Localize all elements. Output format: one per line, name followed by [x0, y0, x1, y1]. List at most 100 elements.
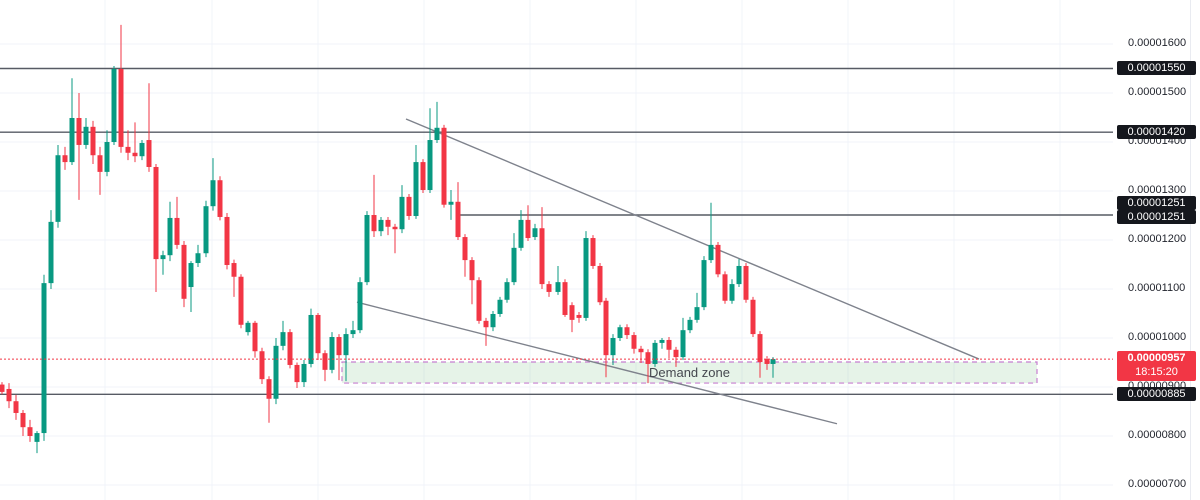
candle-down	[546, 284, 552, 292]
candle-up	[511, 247, 517, 283]
candle-down	[673, 349, 679, 358]
candle-up	[308, 314, 314, 364]
candle-up	[139, 142, 145, 157]
candle-up	[729, 284, 735, 301]
price-level-badge: 0.00001251	[1117, 196, 1196, 210]
candle-down	[603, 300, 609, 356]
candle-up	[364, 215, 370, 283]
candle-down	[539, 228, 545, 285]
candle-up	[701, 260, 707, 308]
candle-up	[427, 140, 433, 191]
candle-down	[259, 351, 265, 380]
candle-up	[413, 162, 419, 216]
candle-down	[336, 337, 342, 356]
candle-down	[525, 219, 531, 239]
demand-zone-label: Demand zone	[649, 364, 730, 380]
candle-down	[181, 244, 187, 299]
candle-down	[252, 322, 258, 352]
candle-up	[301, 363, 307, 383]
candle-up	[34, 433, 40, 442]
candle-up	[532, 228, 538, 238]
candle-up	[378, 219, 384, 232]
trendline[interactable]	[405, 118, 980, 360]
candle-down	[469, 260, 475, 281]
candle-down	[238, 276, 244, 325]
candle-up	[652, 342, 658, 364]
candle-up	[708, 244, 714, 261]
last-price-time: 18:15:20	[1135, 366, 1178, 378]
candle-down	[118, 68, 124, 147]
candle-up	[448, 201, 454, 205]
candle-up	[497, 299, 503, 314]
candle-up	[41, 283, 47, 434]
candle-down	[153, 166, 159, 260]
candle-up	[518, 219, 524, 248]
candle-down	[97, 155, 103, 172]
candle-down	[174, 217, 180, 245]
candle-down	[666, 339, 672, 350]
candle-down	[62, 155, 68, 163]
candle-down	[217, 180, 223, 217]
candle-up	[83, 126, 89, 145]
demand-zone[interactable]	[341, 361, 1038, 384]
candle-down	[455, 201, 461, 238]
candle-down	[231, 263, 237, 277]
candle-down	[6, 388, 12, 402]
candle-down	[266, 379, 272, 399]
candle-down	[125, 146, 131, 153]
candle-down	[90, 126, 96, 156]
price-level-badge: 0.00001251	[1117, 210, 1196, 224]
candle-up	[694, 307, 700, 320]
price-axis-tick: 0.00001000	[1128, 331, 1187, 343]
price-axis-tick: 0.00000700	[1128, 478, 1187, 490]
candle-down	[590, 238, 596, 266]
candle-down	[631, 335, 637, 349]
price-level-badge: 0.00001420	[1117, 125, 1196, 139]
price-axis-tick: 0.00001300	[1128, 184, 1187, 196]
candle-up	[104, 142, 110, 172]
candle-up	[48, 221, 54, 284]
candle-down	[420, 162, 426, 191]
candle-up	[188, 263, 194, 288]
candle-up	[583, 238, 589, 318]
price-axis-tick: 0.00001600	[1128, 37, 1187, 49]
candle-up	[504, 282, 510, 300]
candle-down	[638, 348, 644, 353]
price-axis-tick: 0.00001200	[1128, 233, 1187, 245]
candle-down	[743, 265, 749, 300]
price-axis-tick: 0.00000800	[1128, 429, 1187, 441]
candle-up	[203, 206, 209, 254]
candle-up	[490, 313, 496, 328]
price-axis-tick: 0.00001500	[1128, 86, 1187, 98]
candle-up	[329, 337, 335, 370]
candle-up	[245, 322, 251, 333]
candle-up	[357, 282, 363, 331]
candle-down	[0, 384, 5, 392]
candle-down	[76, 117, 82, 145]
candle-down	[576, 314, 582, 318]
candle-down	[146, 140, 152, 167]
price-axis-separator	[1190, 0, 1191, 500]
candle-down	[27, 427, 33, 436]
candle-up	[770, 359, 776, 364]
candle-down	[371, 215, 377, 232]
price-level-badge: 0.00000885	[1117, 387, 1196, 401]
candle-up	[55, 155, 61, 222]
candle-down	[715, 244, 721, 275]
candle-down	[13, 401, 19, 413]
candle-up	[69, 117, 75, 163]
candle-down	[462, 237, 468, 261]
candle-up	[280, 332, 286, 346]
candle-up	[195, 253, 201, 264]
candle-down	[645, 352, 651, 364]
candle-down	[392, 226, 398, 230]
candle-down	[562, 282, 568, 315]
trendline[interactable]	[356, 301, 838, 425]
candle-down	[406, 196, 412, 216]
candle-down	[287, 332, 293, 365]
candle-down	[224, 216, 230, 265]
candle-down	[385, 219, 391, 227]
candle-up	[350, 330, 356, 335]
